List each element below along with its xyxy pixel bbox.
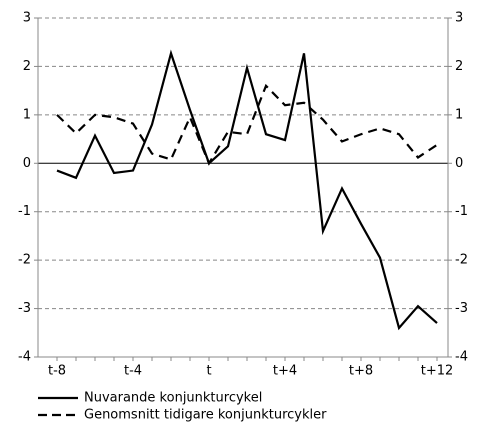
x-tick-label: t-4: [124, 364, 142, 379]
x-tick-label: t+8: [349, 364, 373, 379]
series-line: [56, 83, 438, 166]
y-tick-label: -1: [18, 204, 31, 219]
y2-tick-label: 1: [455, 107, 463, 122]
y2-tick-label: 0: [455, 156, 463, 171]
y-tick-label: 0: [23, 156, 31, 171]
y2-tick-label: 3: [455, 11, 463, 26]
x-tick-label: t+12: [421, 364, 454, 379]
series-line: [56, 49, 438, 331]
x-tick-label: t-8: [48, 364, 66, 379]
y-tick-label: -2: [18, 253, 31, 268]
y2-tick-label: -3: [455, 301, 468, 316]
legend-label: Genomsnitt tidigare konjunkturcykler: [84, 408, 327, 423]
y2-tick-label: 2: [455, 59, 463, 74]
y2-tick-label: -2: [455, 253, 468, 268]
y2-tick-label: -4: [455, 350, 468, 365]
y-tick-label: 1: [23, 107, 31, 122]
y-tick-label: 2: [23, 59, 31, 74]
x-tick-label: t+4: [273, 364, 297, 379]
y-tick-label: 3: [23, 11, 31, 26]
y-tick-label: -3: [18, 301, 31, 316]
legend-label: Nuvarande konjunkturcykel: [84, 391, 262, 406]
y2-tick-label: -1: [455, 204, 468, 219]
x-tick-label: t: [206, 364, 211, 379]
y-tick-label: -4: [18, 350, 31, 365]
